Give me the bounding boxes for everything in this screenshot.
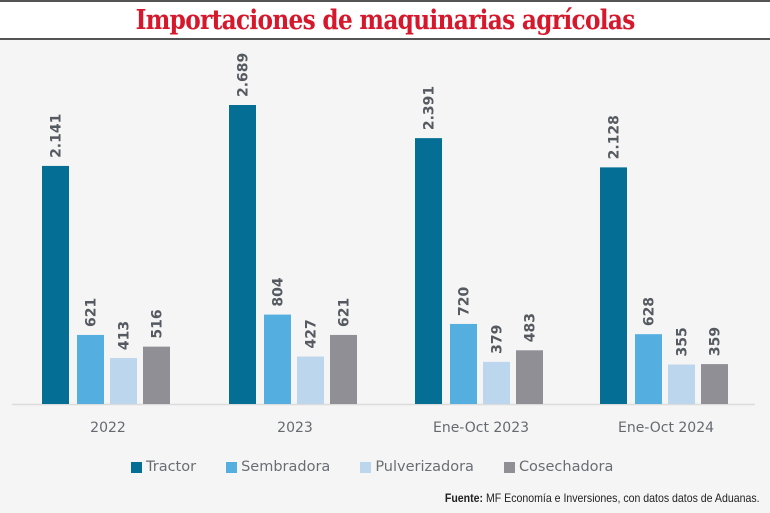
- data-label-sembradora-2022: 621: [84, 298, 100, 327]
- data-label-tractor-2023: 2.689: [236, 53, 252, 97]
- bar-sembradora-2022: [77, 334, 104, 404]
- data-label-cosechadora-2023: 621: [337, 298, 353, 327]
- bar-cosechadora-ene-oct-2024: [701, 364, 728, 404]
- legend: Tractor Sembradora Pulverizadora Cosecha…: [131, 459, 613, 475]
- data-label-cosechadora-ene-oct-2024: 359: [708, 327, 724, 356]
- bar-cosechadora-2022: [143, 346, 170, 404]
- legend-item-tractor: Tractor: [131, 459, 196, 475]
- legend-swatch-tractor: [131, 461, 142, 473]
- data-label-sembradora-ene-oct-2023: 720: [457, 286, 473, 315]
- category-label: 2023: [277, 420, 313, 436]
- source-note: Fuente: MF Economía e Inversiones, con d…: [445, 491, 760, 505]
- bar-chart: 2.141 621 413 516 2022 2.689 804 427 621 2023 2.39…: [12, 53, 755, 436]
- legend-item-pulverizadora: Pulverizadora: [360, 459, 474, 475]
- data-label-tractor-2022: 2.141: [49, 114, 65, 158]
- category-label: Ene-Oct 2024: [618, 420, 714, 436]
- data-label-pulverizadora-2022: 413: [117, 321, 133, 350]
- bar-tractor-2023: [229, 105, 256, 404]
- legend-swatch-sembradora: [226, 461, 238, 473]
- bar-cosechadora-2023: [330, 334, 357, 404]
- bar-pulverizadora-2023: [297, 356, 324, 404]
- data-label-tractor-ene-oct-2023: 2.391: [422, 86, 438, 130]
- legend-label-cosechadora: Cosechadora: [518, 459, 614, 475]
- legend-swatch-cosechadora: [503, 461, 515, 473]
- data-label-cosechadora-ene-oct-2023: 483: [523, 313, 539, 342]
- data-label-pulverizadora-2023: 427: [304, 319, 320, 348]
- bar-pulverizadora-ene-oct-2023: [483, 361, 510, 404]
- legend-item-sembradora: Sembradora: [226, 459, 330, 475]
- category-label: 2022: [90, 420, 126, 436]
- legend-label-pulverizadora: Pulverizadora: [375, 459, 474, 475]
- data-label-pulverizadora-ene-oct-2024: 355: [675, 327, 691, 356]
- bar-tractor-ene-oct-2024: [600, 167, 627, 404]
- legend-item-cosechadora: Cosechadora: [503, 459, 614, 475]
- bar-sembradora-ene-oct-2024: [635, 334, 662, 404]
- bar-pulverizadora-ene-oct-2024: [668, 364, 695, 404]
- bar-sembradora-2023: [264, 314, 291, 404]
- legend-swatch-pulverizadora: [360, 461, 372, 473]
- legend-label-tractor: Tractor: [146, 459, 197, 475]
- category-label: Ene-Oct 2023: [433, 420, 529, 436]
- data-label-tractor-ene-oct-2024: 2.128: [607, 115, 623, 159]
- data-label-sembradora-2023: 804: [271, 277, 287, 306]
- bar-pulverizadora-2022: [110, 358, 137, 404]
- data-label-pulverizadora-ene-oct-2023: 379: [490, 325, 506, 354]
- legend-label-sembradora: Sembradora: [241, 459, 331, 475]
- bar-tractor-ene-oct-2023: [415, 138, 442, 404]
- data-label-sembradora-ene-oct-2024: 628: [642, 297, 658, 326]
- title-bar: Importaciones de maquinarias agrícolas: [0, 0, 770, 40]
- source-label: Fuente:: [445, 491, 484, 505]
- bar-sembradora-ene-oct-2023: [450, 323, 477, 404]
- source-text: MF Economía e Inversiones, con datos dat…: [483, 491, 760, 505]
- chart-title: Importaciones de maquinarias agrícolas: [135, 4, 635, 36]
- bar-tractor-2022: [42, 165, 69, 404]
- bar-cosechadora-ene-oct-2023: [516, 350, 543, 404]
- data-label-cosechadora-2022: 516: [150, 309, 166, 338]
